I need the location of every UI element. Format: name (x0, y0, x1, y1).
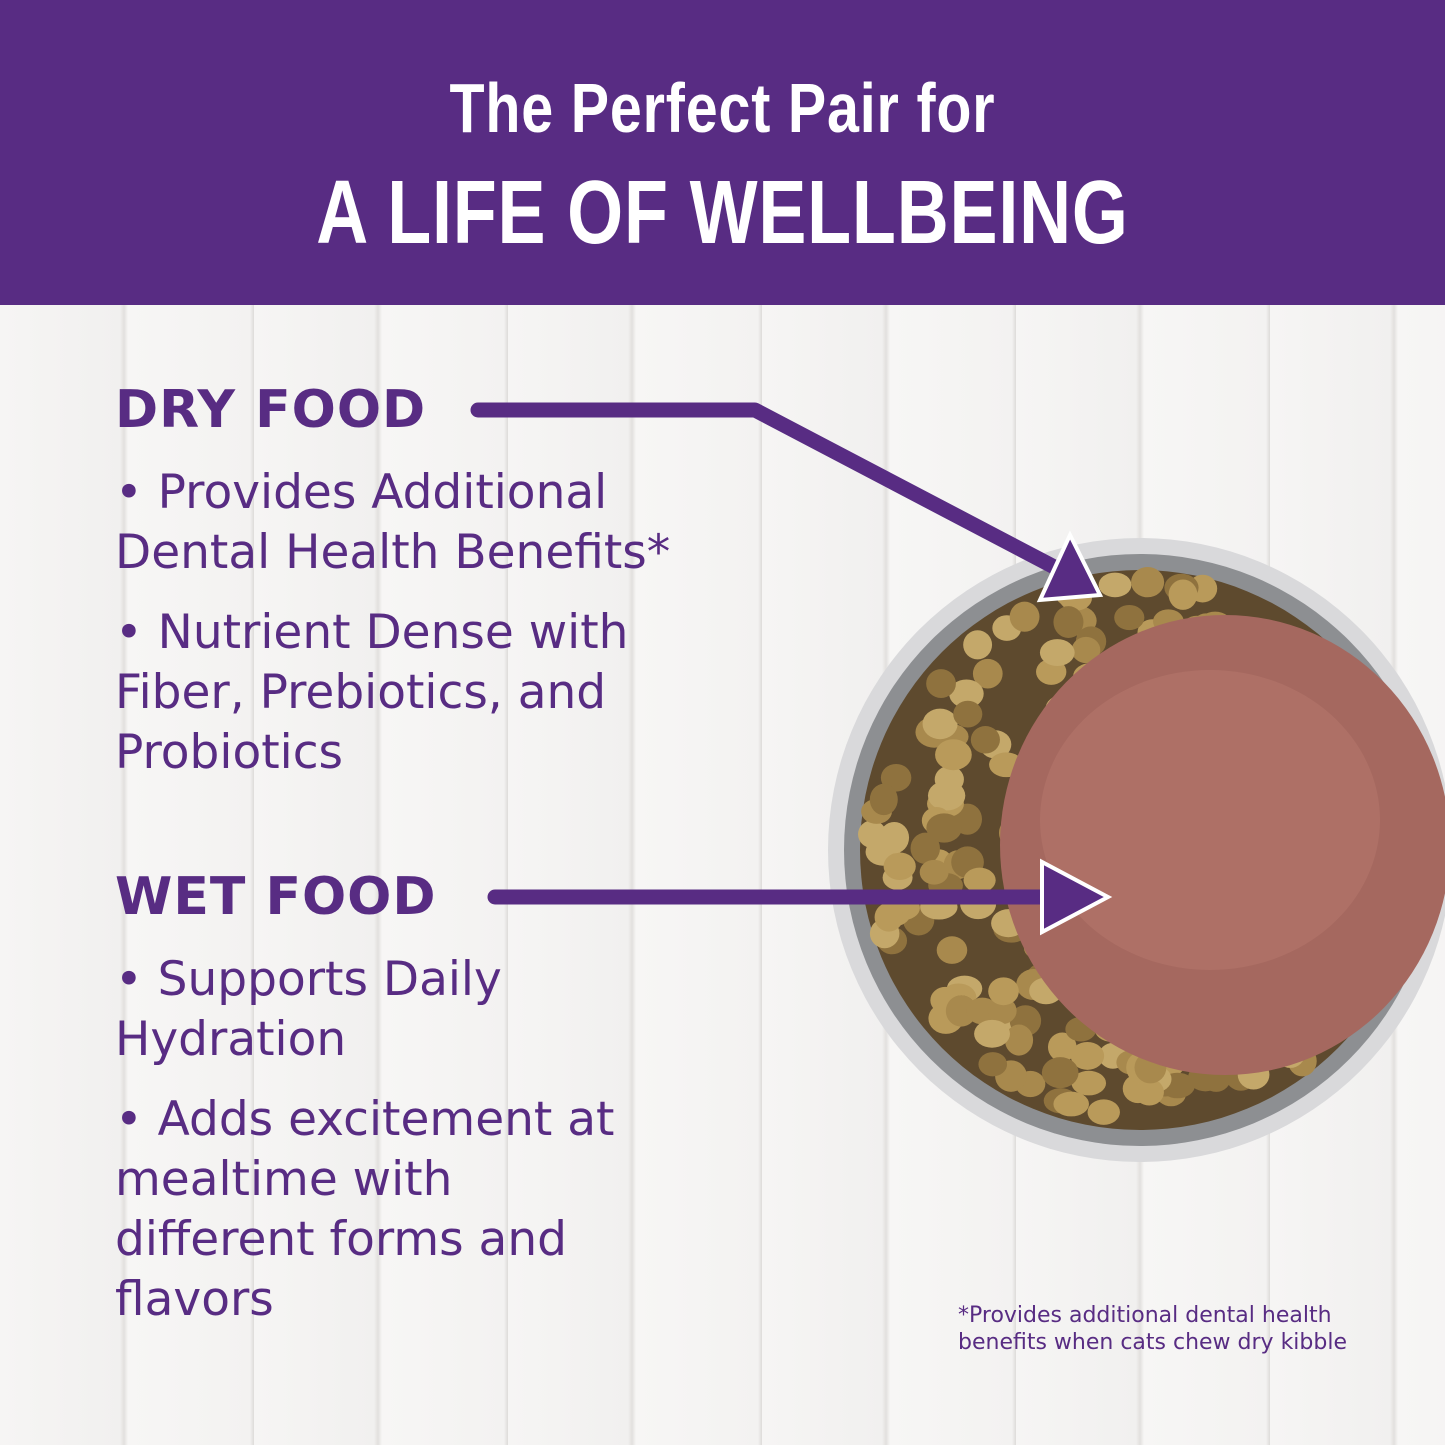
dry-food-bullet-1: • Provides Additional Dental Health Bene… (115, 465, 671, 580)
kibble-piece (1047, 1032, 1077, 1062)
kibble-piece (874, 902, 904, 932)
kibble-piece (1053, 1091, 1089, 1117)
kibble-piece (1041, 1057, 1079, 1089)
dry-food-heading: DRY FOOD (115, 380, 427, 440)
wet-food-arrowhead-icon (1040, 858, 1113, 936)
kibble-piece (1071, 1070, 1107, 1096)
kibble-piece (1114, 604, 1145, 631)
kibble-piece (1039, 639, 1075, 667)
kibble-piece (972, 658, 1003, 689)
kibble-piece (974, 1019, 1010, 1048)
kibble-piece (978, 1052, 1008, 1077)
kibble-piece (879, 821, 910, 854)
kibble-piece (869, 783, 898, 816)
kibble-piece (963, 630, 993, 660)
kibble-piece (1087, 1099, 1120, 1125)
kibble-piece (1134, 1078, 1164, 1106)
kibble-piece (1004, 1024, 1034, 1056)
kibble-piece (926, 813, 962, 843)
kibble-piece (1053, 606, 1084, 638)
kibble-piece (922, 708, 958, 740)
wet-food-bullet-2: • Adds excitement at mealtime with diffe… (115, 1092, 615, 1327)
kibble-piece (949, 679, 984, 709)
kibble-piece (927, 780, 966, 811)
kibble-piece (1009, 601, 1040, 632)
kibble-piece (936, 936, 968, 964)
kibble-piece (1071, 636, 1101, 664)
kibble-piece (963, 867, 996, 893)
dry-food-arrowhead-icon (1036, 530, 1104, 603)
kibble-piece (910, 832, 940, 864)
header-banner: The Perfect Pair for A LIFE OF WELLBEING (0, 0, 1445, 305)
kibble-piece (953, 700, 983, 728)
kibble-piece (1168, 579, 1198, 610)
kibble-piece (1098, 572, 1132, 598)
kibble-piece (1070, 1041, 1105, 1070)
kibble-piece (945, 995, 977, 1027)
header-title: A LIFE OF WELLBEING (316, 163, 1129, 263)
kibble-piece (935, 739, 972, 771)
dry-food-arrow-line (470, 402, 1068, 578)
kibble-piece (919, 859, 949, 885)
kibble-piece (926, 669, 956, 698)
wet-food-bullet-1: • Supports Daily Hydration (115, 952, 502, 1067)
dry-food-bullet-2: • Nutrient Dense with Fiber, Prebiotics,… (115, 605, 629, 780)
kibble-piece (1131, 567, 1165, 598)
kibble-piece (858, 820, 887, 849)
kibble-piece (988, 977, 1019, 1006)
wet-food-heading: WET FOOD (115, 867, 437, 927)
kibble-piece (883, 852, 916, 881)
footnote: *Provides additional dental health benef… (958, 1303, 1347, 1355)
kibble-piece (970, 726, 1000, 754)
header-subtitle: The Perfect Pair for (449, 69, 996, 147)
wet-food-highlight (1040, 670, 1380, 970)
